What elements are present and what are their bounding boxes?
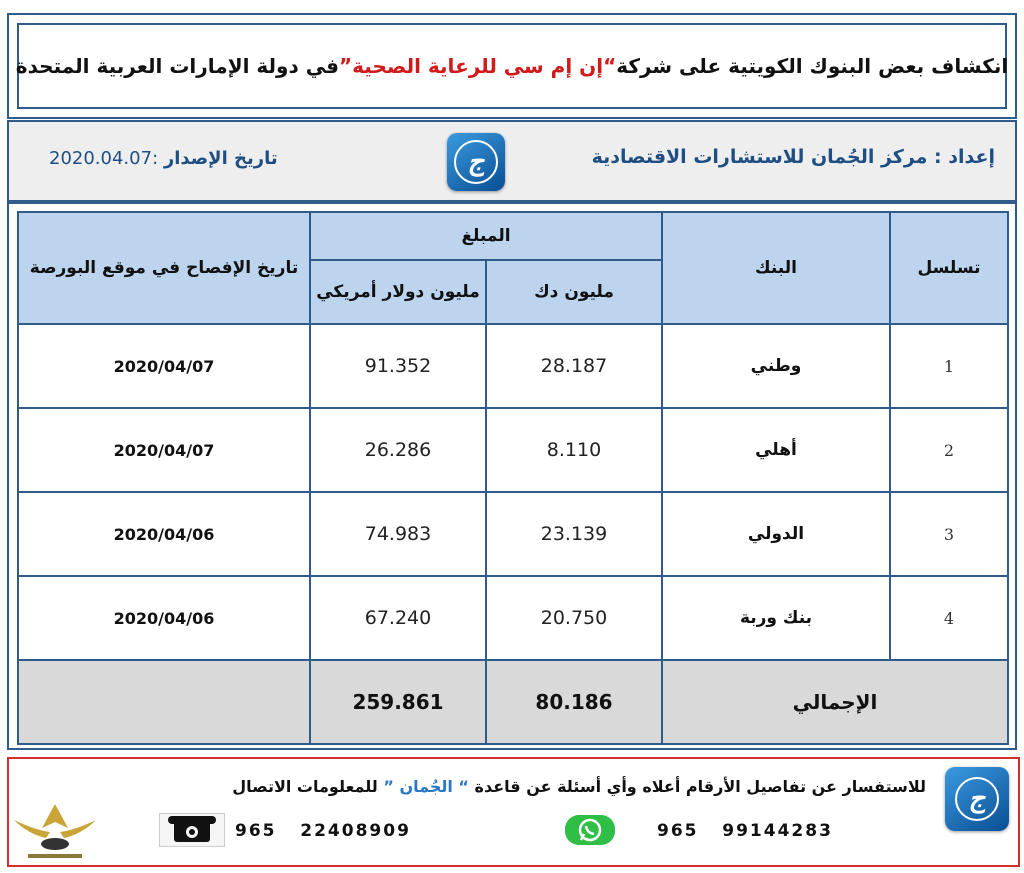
issue-label: تاريخ الإصدار [163,148,278,169]
cell-date: 2020/04/07 [17,323,311,409]
phone-code: 965 [235,821,277,841]
prepared-by: إعداد : مركز الجُمان للاستشارات الاقتصاد… [592,146,995,168]
contact-text-end: للمعلومات الاتصال [232,777,384,796]
total-empty-cell [17,659,311,745]
cell-bank: بنك وربة [661,575,891,661]
cell-bank: وطني [661,323,891,409]
total-usd: 259.861 [309,659,487,745]
cell-kd: 20.750 [485,575,663,661]
cell-kd: 28.187 [485,323,663,409]
aljoman-logo-icon: ج [447,133,505,191]
whatsapp-code: 965 [657,821,699,841]
cell-bank: الدولي [661,491,891,577]
header-disclosure-date: تاريخ الإفصاح في موقع البورصة [17,211,311,325]
header-serial: تسلسل [889,211,1009,325]
issue-date: 2020.04.07 [49,148,153,169]
total-kd: 80.186 [485,659,663,745]
logo-mark: ج [454,140,498,184]
cell-usd: 26.286 [309,407,487,493]
cell-usd: 74.983 [309,491,487,577]
prepared-name: مركز الجُمان للاستشارات الاقتصادية [591,146,928,168]
contact-text: للاستفسار عن تفاصيل الأرقام أعلاه وأي أس… [232,777,926,796]
prepared-sep: : [927,146,949,168]
table-row: 4 بنك وربة 20.750 67.240 2020/04/06 [17,575,1009,661]
cell-kd: 8.110 [485,407,663,493]
cell-usd: 91.352 [309,323,487,409]
whatsapp-number[interactable]: 965 99144283 [657,821,833,841]
total-row: الإجمالي 80.186 259.861 [17,659,1009,745]
footer-logo-icon: ج [945,767,1009,831]
cell-bank: أهلي [661,407,891,493]
page-title: انكشاف بعض البنوك الكويتية على شركة “إن … [15,23,1009,109]
table-row: 3 الدولي 23.139 74.983 2020/04/06 [17,491,1009,577]
issue-sep: : [152,148,164,169]
footer-logo-mark: ج [955,777,999,821]
contact-footer: ج للاستفسار عن تفاصيل الأرقام أعلاه وأي … [7,757,1020,867]
title-company: “إن إم سي للرعاية الصحية” [339,54,617,78]
cell-serial: 3 [889,491,1009,577]
cell-date: 2020/04/06 [17,491,311,577]
header-amount: المبلغ [309,211,663,261]
whatsapp-digits: 99144283 [722,821,833,841]
cell-kd: 23.139 [485,491,663,577]
header-kd: مليون دك [485,259,663,325]
contact-brand: “ الجُمان ” [383,777,469,796]
cell-serial: 2 [889,407,1009,493]
exposure-table: تسلسل البنك المبلغ تاريخ الإفصاح في موقع… [17,211,1009,745]
table-row: 2 أهلي 8.110 26.286 2020/04/07 [17,407,1009,493]
table-frame: تسلسل البنك المبلغ تاريخ الإفصاح في موقع… [7,202,1017,750]
header-usd: مليون دولار أمريكي [309,259,487,325]
cell-date: 2020/04/06 [17,575,311,661]
cell-serial: 4 [889,575,1009,661]
phone-number[interactable]: 965 22408909 [235,821,411,841]
table-row: 1 وطني 28.187 91.352 2020/04/07 [17,323,1009,409]
title-end: في دولة الإمارات العربية المتحدة [15,54,340,78]
whatsapp-icon [565,815,615,845]
title-outer-frame: انكشاف بعض البنوك الكويتية على شركة “إن … [7,13,1017,119]
total-label: الإجمالي [661,659,1009,745]
issue-date-block: 2020.04.07: تاريخ الإصدار [49,148,278,169]
cell-serial: 1 [889,323,1009,409]
cell-usd: 67.240 [309,575,487,661]
header-bank: البنك [661,211,891,325]
telephone-icon [159,813,225,847]
title-start: انكشاف بعض البنوك الكويتية على شركة [616,54,1009,78]
phone-digits: 22408909 [300,821,411,841]
info-band: إعداد : مركز الجُمان للاستشارات الاقتصاد… [7,120,1017,202]
cell-date: 2020/04/07 [17,407,311,493]
forum-emblem-icon [14,804,96,858]
contact-text-start: للاستفسار عن تفاصيل الأرقام أعلاه وأي أس… [468,777,926,796]
prepared-label: إعداد [948,146,995,168]
